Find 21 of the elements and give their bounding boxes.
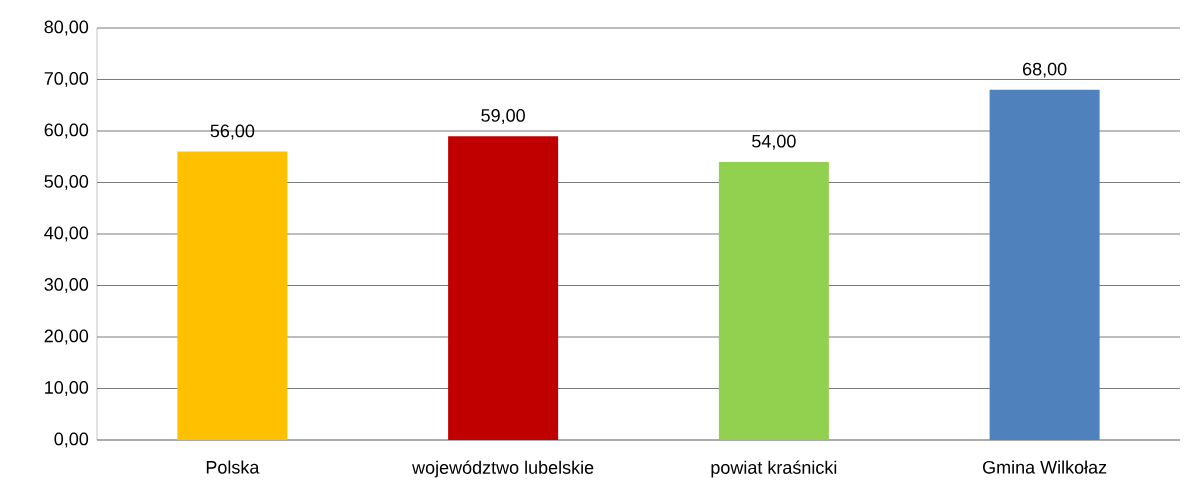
y-tick-label: 80,00 [44,20,89,36]
y-tick-label: 20,00 [44,329,89,345]
y-tick-label: 70,00 [44,72,89,87]
x-tick-label: Gmina Wilkołaz [983,460,1107,474]
data-label: 68,00 [1023,62,1067,78]
x-tick-label: Polska [206,460,260,474]
bar [718,161,829,440]
bar [177,151,288,440]
y-tick-label: 10,00 [45,381,89,396]
x-tick-label: województwo lubelskie [412,460,594,478]
x-tick-label: powiat kraśnicki [711,460,837,478]
bar [989,89,1100,440]
y-tick-label: 60,00 [44,123,89,139]
data-label: 56,00 [210,124,255,140]
y-tick-label: 0,00 [54,432,89,448]
data-label: 59,00 [481,109,525,124]
bar [448,136,559,440]
data-label: 54,00 [752,134,796,150]
y-tick-label: 30,00 [44,278,89,293]
y-tick-label: 50,00 [44,175,89,190]
y-tick-label: 40,00 [44,226,89,242]
